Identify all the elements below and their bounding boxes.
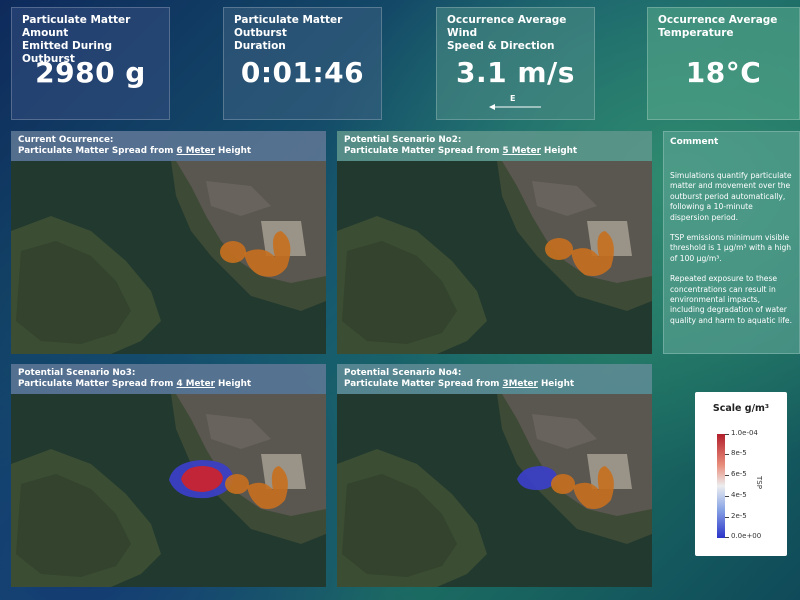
legend-axis-label: TSP [755,476,763,489]
kpi-value: 2980 g [35,56,146,89]
map-image [11,394,326,587]
panel-header: Potential Scenario No3: Particulate Matt… [11,364,326,394]
comment-paragraph: Simulations quantify particulate matter … [670,171,792,222]
plume-orange [244,231,291,277]
legend-tick-label: 0.0e+00 [731,532,762,540]
comment-title: Comment [670,137,719,147]
kpi-emitted-amount: Particulate Matter Amount Emitted During… [11,7,170,120]
comment-paragraph: TSP emissions minimum visible threshold … [670,233,792,263]
panel-subtitle: Particulate Matter Spread from 4 Meter H… [18,379,252,389]
legend-title: Scale g/m³ [712,403,770,414]
legend-tick [725,517,729,518]
plume-orange [551,474,575,494]
satellite-map[interactable] [11,394,326,587]
map-image [337,161,652,354]
legend-tick [725,434,729,435]
satellite-map[interactable] [11,161,326,354]
panel-title: Potential Scenario No4: [344,368,462,378]
legend-tick [725,454,729,455]
kpi-outburst-duration: Particulate Matter Outburst Duration 0:0… [223,7,382,120]
legend-tick [725,496,729,497]
legend-tick-label: 4e-5 [731,491,747,499]
map-panel-current: Current Ocurrence: Particulate Matter Sp… [11,131,326,354]
legend-tick-label: 2e-5 [731,512,747,520]
map-panel-scenario-2: Potential Scenario No2: Particulate Matt… [337,131,652,354]
panel-header: Current Ocurrence: Particulate Matter Sp… [11,131,326,161]
legend-tick [725,475,729,476]
satellite-map[interactable] [337,161,652,354]
plume-orange [220,241,246,263]
kpi-title: Particulate Matter Amount Emitted During… [22,14,131,65]
scale-legend: Scale g/m³ 1.0e-04 8e-5 6e-5 4e-5 2e-5 0… [695,392,787,556]
kpi-value: 3.1 m/s [456,56,575,89]
plume-orange [247,466,288,509]
comment-paragraph: Repeated exposure to these concentration… [670,274,792,325]
legend-tick-label: 6e-5 [731,470,747,478]
plume-orange [225,474,249,494]
kpi-title: Occurrence Average Temperature [658,14,778,39]
kpi-title: Particulate Matter Outburst Duration [234,14,343,52]
map-panel-scenario-3: Potential Scenario No3: Particulate Matt… [11,364,326,587]
color-scale-bar [717,434,725,538]
plume-blue [517,466,557,490]
kpi-temperature: Occurrence Average Temperature 18°C [647,7,800,120]
panel-title: Potential Scenario No3: [18,368,136,378]
panel-subtitle: Particulate Matter Spread from 3Meter He… [344,379,575,389]
kpi-wind: Occurrence Average Wind Speed & Directio… [436,7,595,120]
panel-height-value: 4 Meter [176,379,215,389]
map-image [11,161,326,354]
kpi-value: 0:01:46 [240,56,365,89]
panel-header: Potential Scenario No4: Particulate Matt… [337,364,652,394]
map-panel-scenario-4: Potential Scenario No4: Particulate Matt… [337,364,652,587]
plume-orange [573,466,614,509]
panel-subtitle: Particulate Matter Spread from 5 Meter H… [344,146,578,156]
panel-header: Potential Scenario No2: Particulate Matt… [337,131,652,161]
wind-direction-indicator: E [489,94,541,114]
wind-direction-label: E [510,94,516,103]
panel-title: Potential Scenario No2: [344,135,462,145]
kpi-title: Occurrence Average Wind Speed & Directio… [447,14,567,52]
satellite-map[interactable] [337,394,652,587]
panel-subtitle: Particulate Matter Spread from 6 Meter H… [18,146,252,156]
plume-red [181,466,223,492]
plume-orange [571,231,614,276]
panel-height-value: 5 Meter [502,146,541,156]
panel-height-value: 3Meter [502,379,538,389]
comment-panel: Comment Simulations quantify particulate… [663,131,800,354]
legend-tick-label: 8e-5 [731,449,747,457]
panel-height-value: 6 Meter [176,146,215,156]
kpi-value: 18°C [685,56,762,89]
map-image [337,394,652,587]
legend-tick-label: 1.0e-04 [731,429,758,437]
legend-tick [725,537,729,538]
panel-title: Current Ocurrence: [18,135,114,145]
plume-orange [545,238,573,260]
arrow-left-icon [489,104,541,110]
